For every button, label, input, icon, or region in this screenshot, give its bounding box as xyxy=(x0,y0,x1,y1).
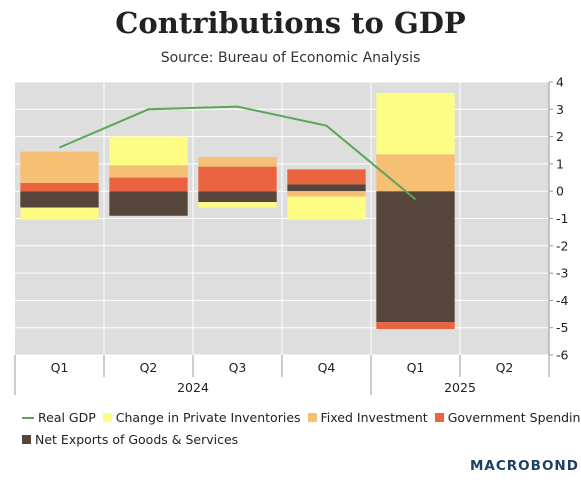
legend-item-net-exports: Net Exports of Goods & Services xyxy=(22,432,238,447)
x-tick-label: Q2 xyxy=(140,360,158,375)
legend-row-1: Real GDP Change in Private Inventories F… xyxy=(22,410,581,425)
macrobond-logo: MACROBOND xyxy=(470,458,579,474)
y-tick-label: -1 xyxy=(556,211,568,226)
line-series xyxy=(59,105,417,201)
y-tick-label: -3 xyxy=(556,266,568,281)
real-gdp-line xyxy=(59,105,417,201)
bar-segment xyxy=(109,136,188,166)
x-tick-label: Q4 xyxy=(318,360,336,375)
legend-label: Net Exports of Goods & Services xyxy=(35,432,239,447)
legend-item-government: Government Spending xyxy=(434,410,581,425)
bar-segment xyxy=(20,151,99,184)
chart-subtitle: Source: Bureau of Economic Analysis xyxy=(160,50,421,66)
legend-label: Change in Private Inventories xyxy=(115,410,301,425)
bar-segment xyxy=(287,196,366,220)
y-tick-label: 3 xyxy=(556,102,564,117)
legend-swatch xyxy=(102,413,112,422)
legend-label: Fixed Investment xyxy=(320,410,428,425)
x-tick-label: Q1 xyxy=(407,360,425,375)
bar-segment xyxy=(287,184,366,192)
x-tick-label: Q2 xyxy=(496,360,514,375)
bar-segment xyxy=(198,166,277,192)
axes: 4 3 2 1 0 -1 -2 -3 -4 -5 -6 Q1 Q2 Q3 Q4 Q1 Q2 2024 2025 xyxy=(14,75,569,395)
y-tick-label: -6 xyxy=(556,348,569,363)
bar-segment xyxy=(376,92,455,155)
bar-segment xyxy=(198,191,277,203)
bar-segment xyxy=(198,202,277,208)
bar-segment xyxy=(376,154,455,192)
bar-segment xyxy=(20,191,99,208)
bar-segment xyxy=(376,191,455,323)
bar-stacks xyxy=(20,92,455,330)
y-tick-label: 4 xyxy=(556,75,564,90)
y-tick-label: -4 xyxy=(556,293,569,308)
x-year-label: 2025 xyxy=(444,380,476,395)
y-tick-label: 1 xyxy=(556,156,564,171)
y-tick-label: -2 xyxy=(556,238,568,253)
chart-title: Contributions to GDP xyxy=(115,6,466,40)
bar-segment xyxy=(198,157,277,167)
legend-label: Government Spending xyxy=(447,410,581,425)
legend-item-real-gdp: Real GDP xyxy=(22,410,96,425)
legend-item-inventories: Change in Private Inventories xyxy=(102,410,301,425)
x-tick-label: Q3 xyxy=(229,360,247,375)
x-tick-label: Q1 xyxy=(51,360,69,375)
bar-segment xyxy=(109,165,188,178)
legend-label: Real GDP xyxy=(38,410,96,425)
y-tick-label: 0 xyxy=(556,184,564,199)
y-tick-label: -5 xyxy=(556,320,568,335)
x-year-label: 2024 xyxy=(177,380,209,395)
bar-segment xyxy=(20,207,99,220)
bar-segment xyxy=(109,191,188,216)
legend-line-swatch xyxy=(22,416,34,419)
legend-row-2: Net Exports of Goods & Services xyxy=(22,432,245,447)
legend-swatch xyxy=(434,413,444,422)
bar-segment xyxy=(287,169,366,185)
gridlines xyxy=(15,81,549,356)
bar-segment xyxy=(20,183,99,192)
y-tick-label: 2 xyxy=(556,129,564,144)
legend-swatch xyxy=(22,435,31,444)
bar-segment xyxy=(287,191,366,197)
legend-swatch xyxy=(307,413,317,422)
legend-item-fixed-investment: Fixed Investment xyxy=(307,410,428,425)
bar-segment xyxy=(109,177,188,192)
bar-segment xyxy=(376,322,455,330)
